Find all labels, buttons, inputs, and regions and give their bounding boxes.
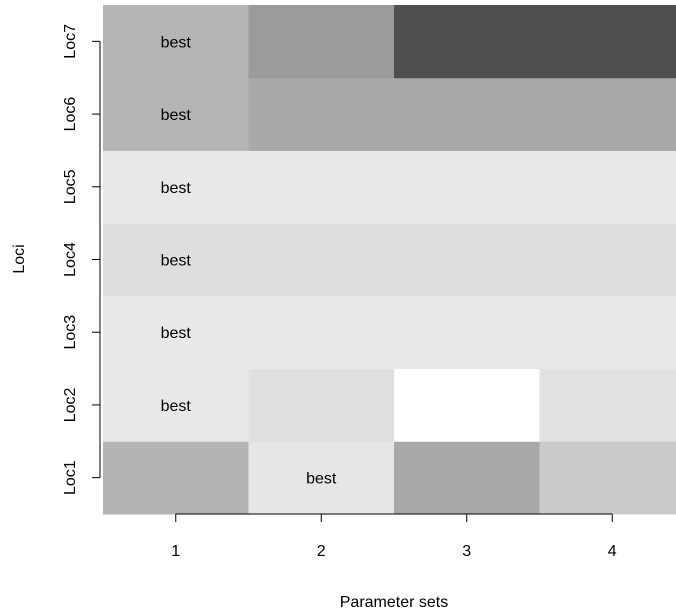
heatmap-cell-loc2-3 xyxy=(394,368,540,442)
heatmap-cell-loc7-4 xyxy=(539,5,676,79)
heatmap-cell-loc6-3 xyxy=(394,77,540,151)
x-axis-title: Parameter sets xyxy=(340,594,448,611)
heatmap-cell-loc3-1 xyxy=(103,295,249,370)
heatmap-cell-loc5-4 xyxy=(539,150,676,224)
best-label-loc1: best xyxy=(306,471,337,488)
heatmap-cell-loc4-2 xyxy=(248,223,395,297)
y-tick-label-loc2: Loc2 xyxy=(62,387,79,422)
heatmap-cell-loc4-4 xyxy=(539,223,676,297)
heatmap-cell-loc2-4 xyxy=(539,368,676,442)
heatmap-cell-loc1-3 xyxy=(394,441,540,515)
heatmap-cell-loc2-2 xyxy=(248,368,395,442)
heatmap-cell-loc1-2 xyxy=(248,441,395,515)
heatmap-cell-loc3-3 xyxy=(394,295,540,370)
heatmap-cell-loc3-4 xyxy=(539,295,676,370)
best-label-loc6: best xyxy=(161,107,192,124)
y-tick-label-loc5: Loc5 xyxy=(62,169,79,204)
best-label-loc2: best xyxy=(161,398,192,415)
heatmap-cell-loc5-3 xyxy=(394,150,540,224)
heatmap-cell-loc6-2 xyxy=(248,77,395,151)
heatmap-cell-loc5-2 xyxy=(248,150,395,224)
y-tick-label-loc3: Loc3 xyxy=(62,315,79,350)
best-label-loc5: best xyxy=(161,180,192,197)
heatmap-cell-loc7-2 xyxy=(248,5,395,79)
x-tick-label-1: 1 xyxy=(171,543,180,560)
heatmap-cell-loc7-3 xyxy=(394,5,540,79)
heatmap-cell-loc4-1 xyxy=(103,223,249,297)
best-label-loc3: best xyxy=(161,325,192,342)
heatmap-cell-loc5-1 xyxy=(103,150,249,224)
heatmap-cell-loc2-1 xyxy=(103,368,249,442)
y-axis: Loc1 Loc2 Loc3 Loc4 Loc5 Loc6 Loc7 xyxy=(62,24,101,495)
x-tick-label-3: 3 xyxy=(462,543,471,560)
y-tick-label-loc6: Loc6 xyxy=(62,97,79,132)
heatmap-cells xyxy=(103,5,676,515)
best-label-loc4: best xyxy=(161,253,192,270)
y-tick-label-loc4: Loc4 xyxy=(62,242,79,277)
x-axis: 1 2 3 4 xyxy=(171,513,617,560)
x-tick-label-4: 4 xyxy=(608,543,617,560)
heatmap-cell-loc6-4 xyxy=(539,77,676,151)
y-axis-title: Loci xyxy=(11,244,28,273)
y-tick-label-loc1: Loc1 xyxy=(62,460,79,495)
heatmap-cell-loc3-2 xyxy=(248,295,395,370)
heatmap-cell-loc6-1 xyxy=(103,77,249,151)
heatmap-cell-loc1-1 xyxy=(103,441,249,515)
y-tick-label-loc7: Loc7 xyxy=(62,24,79,59)
best-labels: best best best best best best best xyxy=(161,34,337,487)
heatmap-cell-loc4-3 xyxy=(394,223,540,297)
x-tick-label-2: 2 xyxy=(317,543,326,560)
heatmap-cell-loc1-4 xyxy=(539,441,676,515)
heatmap-cell-loc7-1 xyxy=(103,5,249,79)
best-label-loc7: best xyxy=(161,34,192,51)
